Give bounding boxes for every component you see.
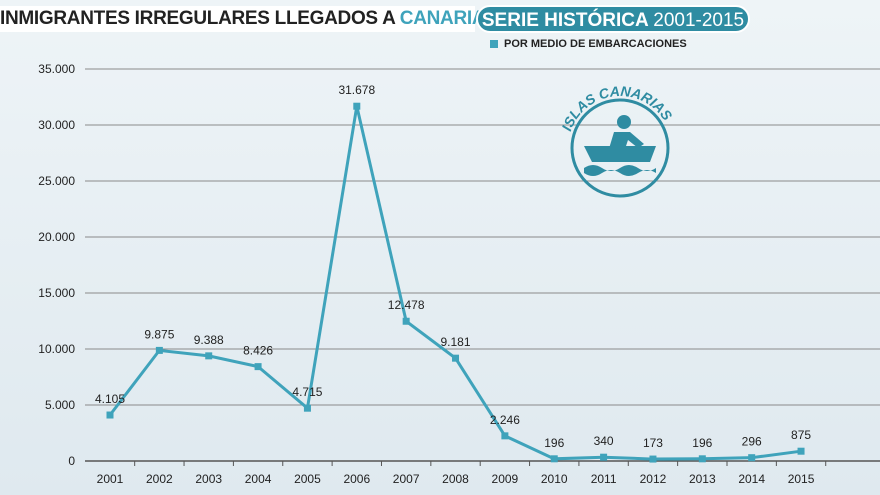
x-tick-label: 2014 (738, 472, 765, 486)
data-point (748, 454, 756, 462)
y-tick-label: 15.000 (38, 286, 75, 300)
data-label: 8.426 (243, 344, 273, 358)
data-label: 173 (643, 436, 663, 450)
x-tick-label: 2006 (343, 472, 370, 486)
islas-canarias-logo: ISLAS CANARIAS (558, 83, 676, 198)
data-label: 9.181 (441, 335, 471, 349)
data-point (452, 354, 460, 362)
badge-years: 2001-2015 (653, 10, 745, 31)
data-label: 196 (692, 436, 712, 450)
rowing-boat-icon (584, 115, 656, 176)
data-point (205, 352, 213, 360)
data-label: 340 (594, 434, 614, 448)
y-tick-label: 0 (68, 454, 75, 468)
x-tick-label: 2009 (492, 472, 519, 486)
data-label: 31.678 (338, 83, 375, 97)
title-text: INMIGRANTES IRREGULARES LLEGADOS A (0, 8, 400, 29)
data-label: 875 (791, 428, 811, 442)
data-label: 9.388 (194, 333, 224, 347)
data-point (501, 432, 509, 440)
title-highlight: CANARIAS (399, 8, 498, 29)
y-tick-label: 5.000 (45, 398, 75, 412)
y-tick-label: 25.000 (38, 174, 75, 188)
x-tick-label: 2001 (97, 472, 124, 486)
data-point (698, 455, 706, 463)
data-label: 9.875 (144, 327, 174, 341)
x-tick-label: 2015 (788, 472, 815, 486)
series-line (108, 105, 802, 461)
x-tick-label: 2010 (541, 472, 568, 486)
x-tick-label: 2002 (146, 472, 173, 486)
x-tick-label: 2008 (442, 472, 469, 486)
data-point (106, 411, 114, 419)
data-point (155, 346, 163, 354)
data-label: 4.105 (95, 392, 125, 406)
y-tick-label: 20.000 (38, 230, 75, 244)
series-badge: SERIE HISTÓRICA 2001-2015 (476, 5, 750, 33)
x-tick-label: 2013 (689, 472, 716, 486)
data-point (353, 102, 361, 110)
data-label: 2.246 (490, 413, 520, 427)
x-tick-label: 2012 (640, 472, 667, 486)
chart-title: INMIGRANTES IRREGULARES LLEGADOS A CANAR… (0, 6, 498, 32)
data-point (600, 453, 608, 461)
data-label: 296 (742, 435, 762, 449)
x-tick-label: 2004 (245, 472, 272, 486)
data-point (402, 317, 410, 325)
y-tick-label: 30.000 (38, 118, 75, 132)
data-point (649, 455, 657, 463)
y-tick-label: 35.000 (38, 62, 75, 76)
y-tick-label: 10.000 (38, 342, 75, 356)
data-label: 4.715 (292, 385, 322, 399)
data-point (303, 404, 311, 412)
logo-circle (570, 98, 670, 198)
legend: POR MEDIO DE EMBARCACIONES (490, 38, 687, 50)
x-tick-label: 2011 (591, 472, 617, 486)
data-point (254, 363, 262, 371)
data-label: 196 (544, 436, 564, 450)
x-tick-label: 2005 (294, 472, 321, 486)
x-tick-label: 2003 (195, 472, 222, 486)
x-tick-label: 2007 (393, 472, 420, 486)
data-label: 12.478 (388, 298, 425, 312)
legend-marker (490, 40, 498, 48)
badge-text: SERIE HISTÓRICA (481, 10, 648, 31)
data-point (797, 447, 805, 455)
legend-label: POR MEDIO DE EMBARCACIONES (504, 38, 687, 50)
data-point (550, 455, 558, 463)
